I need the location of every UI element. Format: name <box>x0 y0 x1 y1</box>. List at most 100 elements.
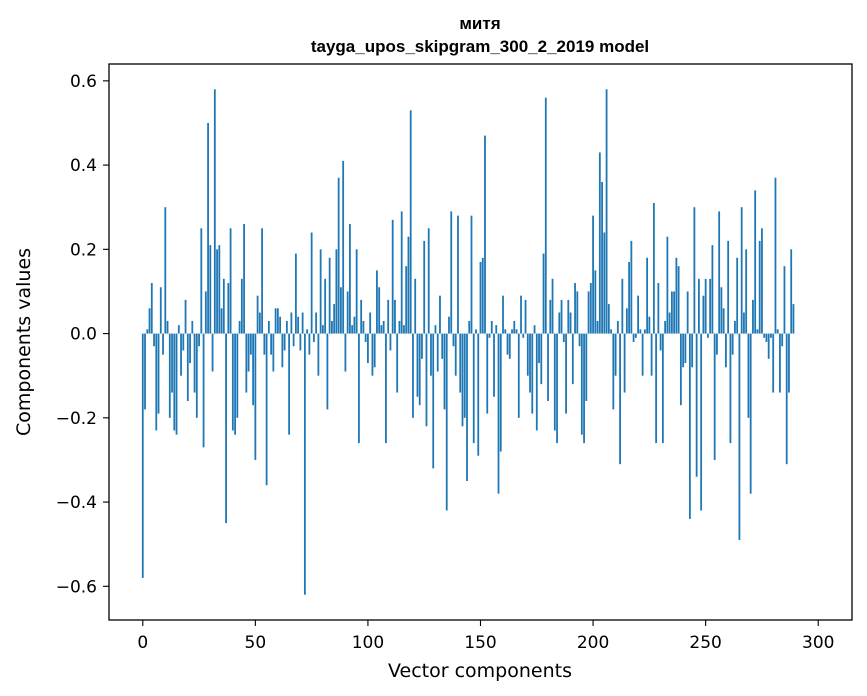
bar-120 <box>412 333 414 418</box>
bar-20 <box>186 333 189 401</box>
bar-77 <box>315 312 318 334</box>
bar-51 <box>256 295 259 334</box>
bar-149 <box>477 333 480 456</box>
bar-209 <box>612 333 615 410</box>
bar-85 <box>333 304 336 334</box>
bar-12 <box>168 333 171 418</box>
bar-63 <box>283 333 286 351</box>
bar-267 <box>743 312 745 334</box>
bar-228 <box>655 333 658 444</box>
bar-210 <box>614 333 617 376</box>
bar-70 <box>299 333 302 351</box>
bar-238 <box>677 266 680 334</box>
bar-48 <box>249 333 252 355</box>
bar-19 <box>184 299 187 334</box>
bar-139 <box>454 333 457 376</box>
bar-205 <box>603 232 606 334</box>
bar-168 <box>520 295 522 334</box>
bar-196 <box>583 333 585 444</box>
bar-100 <box>367 333 369 364</box>
bar-131 <box>436 333 439 372</box>
bar-158 <box>497 333 500 494</box>
bar-105 <box>378 287 381 334</box>
y-axis-label: Components values <box>13 248 35 436</box>
bar-42 <box>236 333 239 418</box>
bar-154 <box>488 333 491 338</box>
bar-283 <box>779 333 781 393</box>
bar-270 <box>749 333 752 494</box>
bar-142 <box>461 333 464 427</box>
bar-137 <box>450 211 453 334</box>
bar-234 <box>668 312 671 334</box>
bar-180 <box>547 333 549 401</box>
bar-250 <box>704 278 707 334</box>
bar-134 <box>443 333 446 410</box>
bar-96 <box>358 333 360 444</box>
bar-229 <box>657 283 660 334</box>
bar-40 <box>231 333 234 431</box>
bar-21 <box>189 333 191 364</box>
bar-198 <box>587 291 590 334</box>
bar-14 <box>173 333 176 431</box>
bar-95 <box>355 249 358 334</box>
bar-231 <box>661 333 664 444</box>
bar-118 <box>407 236 410 334</box>
bar-57 <box>270 333 273 355</box>
bar-160 <box>502 295 504 334</box>
bar-46 <box>245 333 248 393</box>
bar-68 <box>294 253 297 334</box>
bar-244 <box>691 333 694 368</box>
bar-9 <box>162 333 164 355</box>
bar-264 <box>736 257 739 334</box>
bar-11 <box>166 320 169 334</box>
bar-171 <box>526 333 529 376</box>
bar-166 <box>515 329 518 334</box>
bar-36 <box>222 278 225 334</box>
bar-2 <box>146 329 149 334</box>
bar-62 <box>281 333 284 368</box>
bar-1 <box>144 333 146 410</box>
bar-140 <box>457 215 459 334</box>
bar-277 <box>765 333 768 342</box>
bar-156 <box>493 333 495 397</box>
bar-30 <box>209 245 212 334</box>
bar-169 <box>522 333 525 338</box>
bar-185 <box>558 312 561 334</box>
bar-108 <box>385 333 387 444</box>
bar-287 <box>788 333 790 393</box>
bar-237 <box>675 257 678 334</box>
bar-141 <box>459 333 462 393</box>
bar-7 <box>157 333 160 414</box>
bar-130 <box>434 325 437 334</box>
bar-145 <box>468 320 471 334</box>
bar-58 <box>272 333 275 372</box>
bar-227 <box>652 203 655 334</box>
bar-133 <box>441 333 444 359</box>
bar-182 <box>551 278 554 334</box>
bar-268 <box>745 249 748 334</box>
bar-99 <box>364 333 367 342</box>
bar-117 <box>405 266 408 334</box>
x-tick-label: 50 <box>245 633 267 653</box>
bar-52 <box>258 312 261 334</box>
bar-230 <box>659 333 662 351</box>
bar-211 <box>616 320 619 334</box>
bar-286 <box>785 333 788 465</box>
bar-104 <box>376 270 378 334</box>
bar-172 <box>529 333 531 393</box>
bar-72 <box>303 333 306 595</box>
bar-8 <box>159 287 162 334</box>
y-axis: −0.6 −0.4 −0.2 0.0 0.2 0.4 0.6 <box>56 72 109 597</box>
bar-47 <box>247 333 250 372</box>
x-tick-label: 150 <box>464 633 496 653</box>
bar-86 <box>335 249 338 334</box>
bar-110 <box>389 333 392 351</box>
bar-173 <box>531 333 534 414</box>
bar-65 <box>288 333 291 435</box>
bar-97 <box>360 299 363 334</box>
y-tick-label: 0.0 <box>70 325 97 345</box>
bar-101 <box>369 312 372 334</box>
bar-13 <box>171 333 173 393</box>
bar-32 <box>213 89 216 334</box>
bar-119 <box>409 110 412 334</box>
